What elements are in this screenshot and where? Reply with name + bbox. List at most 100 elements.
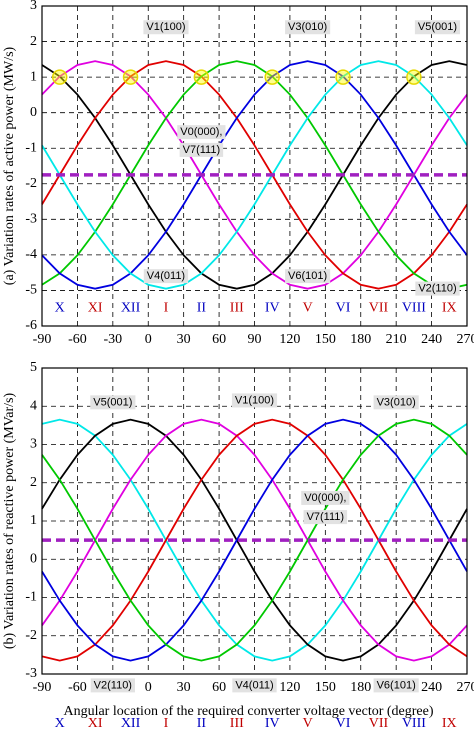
sector-label: XI <box>88 716 103 731</box>
series-line <box>41 60 468 290</box>
x-tick-label: 150 <box>315 332 336 347</box>
sector-label: XII <box>121 300 141 315</box>
plot: -6 -5 -4 -3 -2 -1 0 1 2 3 -90 -60 -30 0 30 60 90 120 150 18… <box>2 0 474 347</box>
annotation: V5(001) <box>418 21 457 33</box>
x-tick-label: 270 <box>457 680 474 695</box>
sector-label: V <box>303 716 313 731</box>
series-line <box>41 418 468 662</box>
annotation: V0(000), <box>304 492 346 504</box>
annotation: V5(001) <box>93 396 132 408</box>
sector-label: VIII <box>402 300 426 315</box>
annotation-box <box>285 20 331 35</box>
sector-label: V <box>303 300 313 315</box>
sector-label: VI <box>336 716 351 731</box>
y-tick-label: -3 <box>25 666 37 681</box>
annotation: V7(111) <box>183 144 221 156</box>
series-line <box>41 418 468 662</box>
x-tick-label: 180 <box>350 680 371 695</box>
highlight-point <box>335 69 351 85</box>
y-tick-label: 2 <box>30 475 37 490</box>
sector-label: IV <box>265 716 280 731</box>
series-line <box>41 418 468 662</box>
highlight-point <box>193 69 210 85</box>
sector-label: X <box>55 300 65 315</box>
plot-frame <box>41 367 468 675</box>
sector-label: X <box>55 716 65 731</box>
annotation-box <box>303 510 348 525</box>
annotation-box <box>231 393 278 408</box>
x-tick-label: 240 <box>421 332 442 347</box>
highlight-point <box>406 69 422 85</box>
annotation-box <box>415 281 460 296</box>
x-tick-label: 120 <box>279 332 300 347</box>
x-tick-label: 150 <box>315 680 336 695</box>
y-tick-label: 5 <box>30 360 37 375</box>
annotation-box <box>373 678 419 693</box>
annotation: V6(101) <box>377 679 416 691</box>
annotation-box <box>232 678 277 693</box>
annotation: V4(011) <box>147 270 185 282</box>
x-tick-label: -90 <box>33 332 52 347</box>
sector-label: IX <box>442 300 457 315</box>
sector-label: III <box>230 716 244 731</box>
x-axis-label: Angular location of the required convert… <box>63 704 433 719</box>
y-tick-label: -5 <box>25 283 37 298</box>
y-tick-label: -2 <box>25 628 37 643</box>
series-line <box>41 60 468 290</box>
y-tick-label: -1 <box>25 140 37 155</box>
sector-label: I <box>164 716 169 731</box>
x-tick-label: 90 <box>248 332 262 347</box>
y-tick-label: -6 <box>25 318 37 333</box>
series-line <box>41 418 468 662</box>
x-tick-label: 120 <box>279 680 300 695</box>
sector-label: IX <box>442 716 457 731</box>
annotation-box <box>143 269 189 284</box>
annotation: V3(010) <box>288 21 327 33</box>
y-tick-label: 1 <box>30 513 37 528</box>
y-tick-label: 0 <box>30 551 37 566</box>
series-line <box>41 60 468 290</box>
series-line <box>41 418 468 662</box>
x-tick-label: -90 <box>33 680 52 695</box>
annotation: V4(011) <box>235 679 273 691</box>
y-tick-label: 3 <box>30 0 37 13</box>
x-tick-label: 180 <box>350 332 371 347</box>
sector-label: IV <box>265 300 280 315</box>
x-tick-label: 60 <box>212 332 226 347</box>
x-tick-label: -30 <box>103 332 122 347</box>
sector-label: II <box>197 716 207 731</box>
plot: -3-2-1012345-90-60-300306090120150180210… <box>2 360 474 731</box>
annotation-box <box>177 125 226 140</box>
sector-label: VIII <box>402 716 426 731</box>
annotation-box <box>285 269 331 284</box>
annotation: V2(110) <box>94 679 132 691</box>
x-tick-label: -60 <box>68 332 87 347</box>
sector-label: VII <box>369 716 389 731</box>
y-tick-label: 3 <box>30 437 37 452</box>
annotation: V1(100) <box>146 21 185 33</box>
series-line <box>41 60 468 290</box>
sector-label: I <box>164 300 169 315</box>
series-line <box>41 60 468 290</box>
series-line <box>41 418 468 662</box>
sector-label: VII <box>369 300 389 315</box>
x-tick-label: 30 <box>177 332 191 347</box>
x-tick-label: 60 <box>212 680 226 695</box>
y-axis-label: (a) Variation rates of active power (MW/… <box>2 46 17 285</box>
annotation: V2(110) <box>418 283 456 295</box>
annotation-box <box>179 142 224 157</box>
y-tick-label: 4 <box>30 398 37 413</box>
annotation-box <box>90 395 136 410</box>
highlight-point <box>122 69 139 85</box>
y-tick-label: -2 <box>25 176 37 191</box>
sector-label: XI <box>88 300 103 315</box>
annotation-box <box>373 395 419 410</box>
highlight-point <box>264 69 280 85</box>
y-tick-label: -1 <box>25 590 37 605</box>
x-tick-label: 30 <box>177 680 191 695</box>
x-tick-label: 0 <box>145 332 152 347</box>
annotation-box <box>301 490 350 505</box>
x-tick-label: 0 <box>145 680 152 695</box>
highlight-point <box>51 69 68 85</box>
